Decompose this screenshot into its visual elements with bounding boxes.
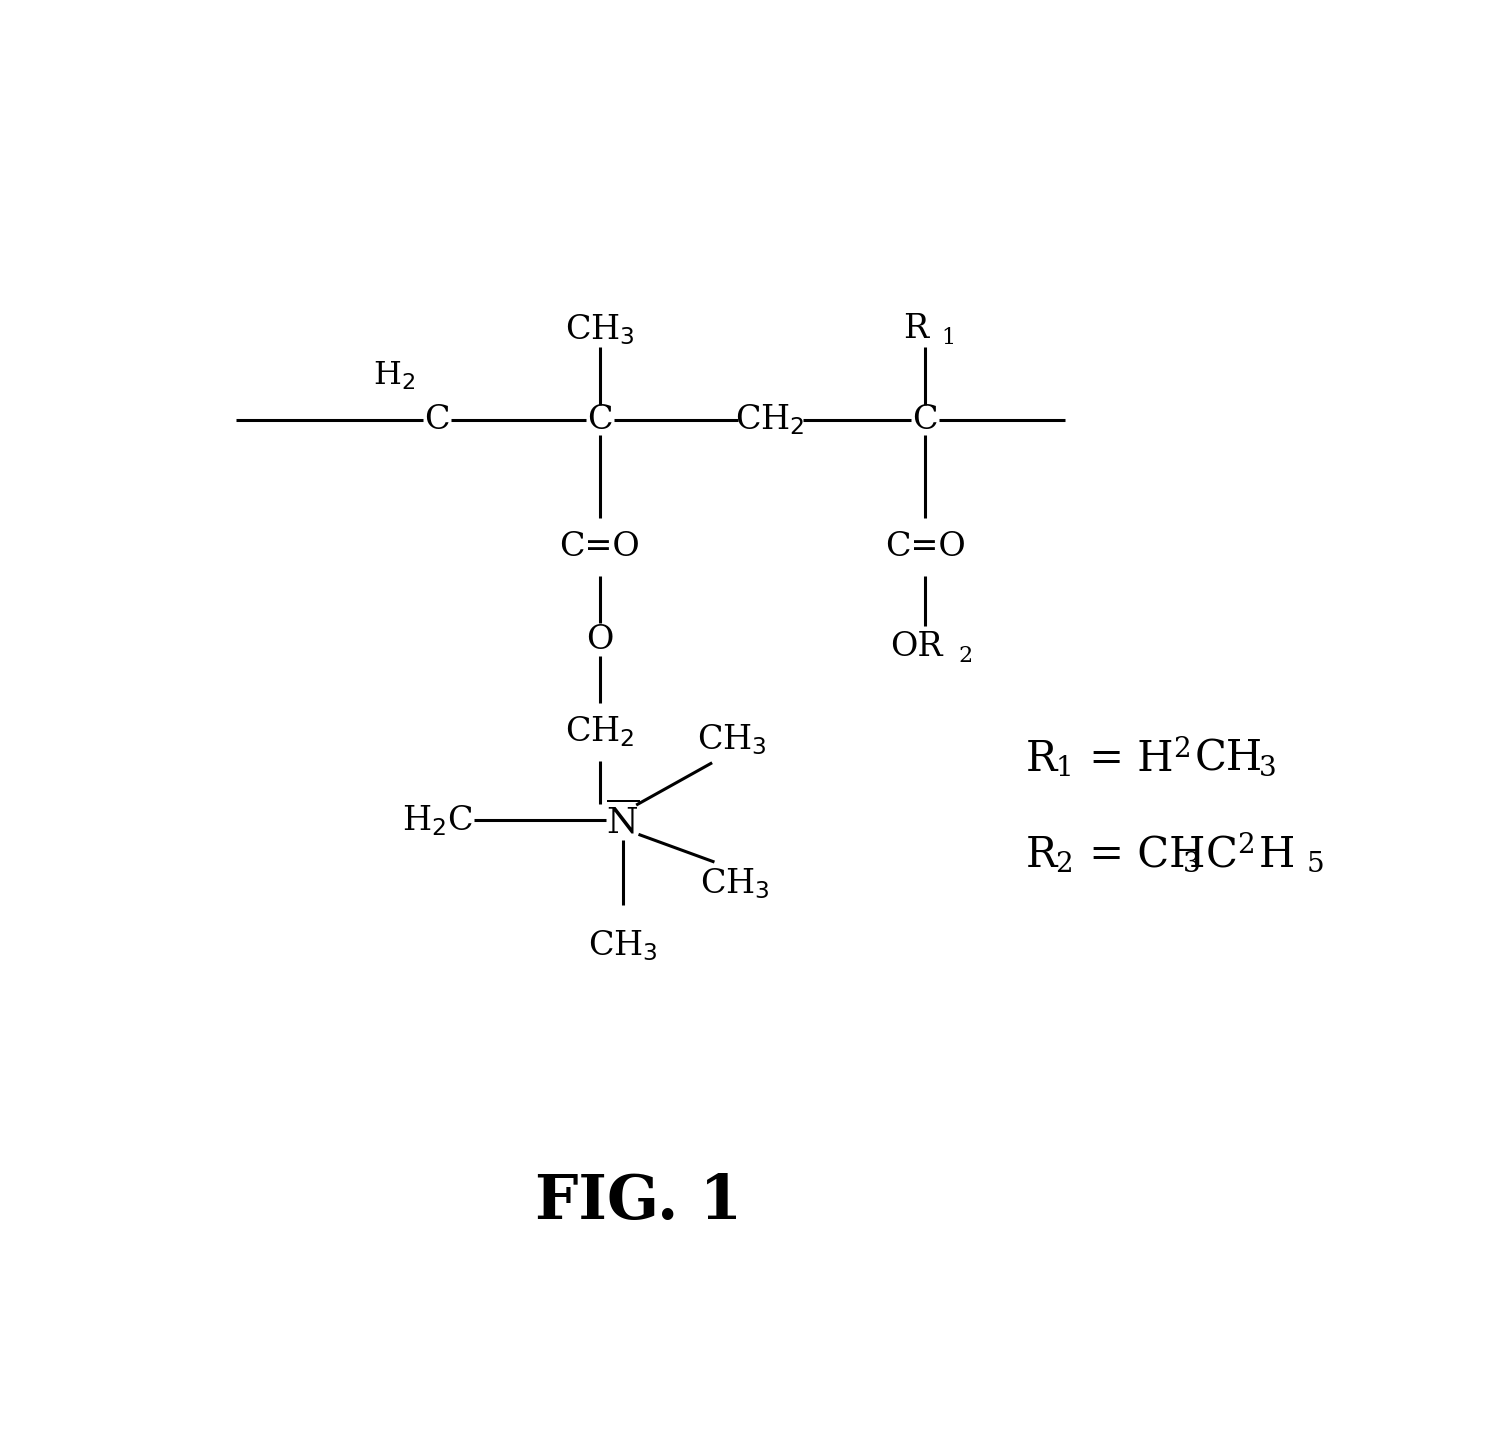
- Text: OR: OR: [889, 631, 942, 663]
- Text: H: H: [1258, 834, 1294, 876]
- Text: FIG. 1: FIG. 1: [535, 1172, 742, 1232]
- Text: C: C: [1205, 834, 1238, 876]
- Text: C=O: C=O: [885, 532, 966, 563]
- Text: 1: 1: [942, 327, 956, 349]
- Text: 2: 2: [959, 646, 972, 667]
- Text: CH: CH: [1194, 738, 1263, 780]
- Text: $\mathregular{\overline{N}}$: $\mathregular{\overline{N}}$: [606, 801, 640, 840]
- Text: C=O: C=O: [559, 532, 640, 563]
- Text: O: O: [587, 624, 614, 656]
- Text: R: R: [903, 313, 928, 346]
- Text: R: R: [1027, 834, 1057, 876]
- Text: R: R: [1027, 738, 1057, 780]
- Text: 2: 2: [1173, 736, 1191, 764]
- Text: 1: 1: [1055, 755, 1074, 781]
- Text: 3: 3: [1182, 850, 1201, 878]
- Text: C: C: [587, 403, 612, 437]
- Text: 3: 3: [1258, 755, 1276, 781]
- Text: CH$_3$: CH$_3$: [697, 722, 767, 757]
- Text: 2: 2: [1055, 850, 1074, 878]
- Text: H$_2$C: H$_2$C: [402, 803, 472, 837]
- Text: C: C: [913, 403, 937, 437]
- Text: C: C: [425, 403, 449, 437]
- Text: 2: 2: [1237, 833, 1255, 859]
- Text: CH$_3$: CH$_3$: [588, 928, 658, 964]
- Text: = H: = H: [1077, 738, 1173, 780]
- Text: = CH: = CH: [1077, 834, 1205, 876]
- Text: CH$_3$: CH$_3$: [700, 866, 770, 901]
- Text: H$_2$: H$_2$: [373, 359, 416, 392]
- Text: 5: 5: [1306, 850, 1325, 878]
- Text: CH$_3$: CH$_3$: [565, 311, 635, 347]
- Text: CH$_2$: CH$_2$: [735, 402, 804, 438]
- Text: CH$_2$: CH$_2$: [565, 715, 635, 749]
